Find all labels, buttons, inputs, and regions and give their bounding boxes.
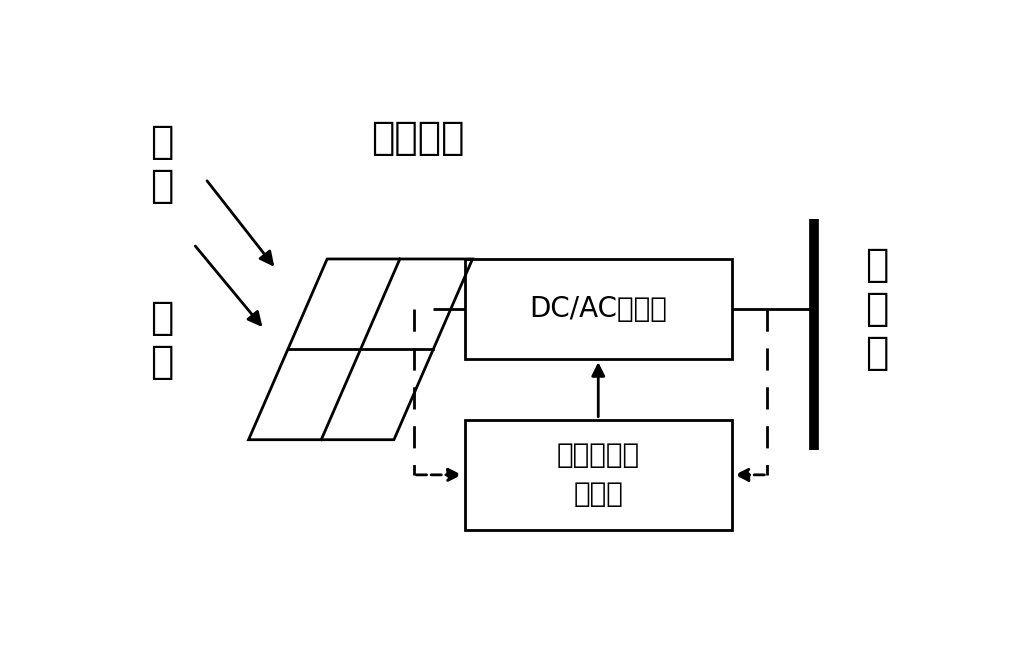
Text: 并
网
点: 并 网 点 xyxy=(866,246,889,372)
Bar xyxy=(464,259,732,359)
Text: DC/AC逆变器: DC/AC逆变器 xyxy=(529,295,667,323)
Text: 光伏方阵: 光伏方阵 xyxy=(371,119,464,158)
Text: 光
照: 光 照 xyxy=(150,123,173,205)
Text: 温
度: 温 度 xyxy=(150,299,173,381)
Bar xyxy=(464,420,732,530)
Text: 光伏逆变器
控制器: 光伏逆变器 控制器 xyxy=(557,441,640,509)
